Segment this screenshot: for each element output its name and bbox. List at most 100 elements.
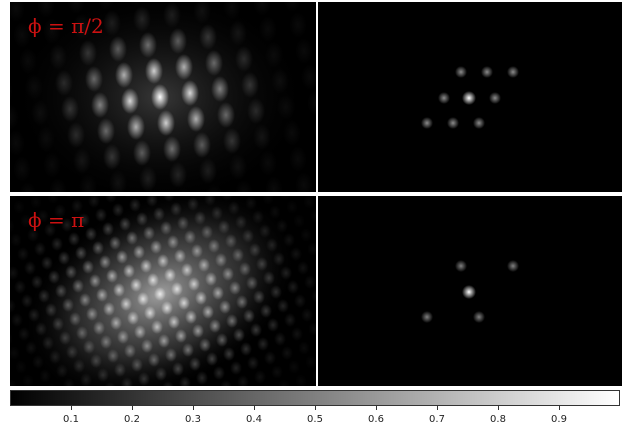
fringe-spot — [300, 228, 312, 242]
fringe-spot — [51, 237, 63, 251]
fringe-spot — [37, 126, 55, 152]
fringe-spot — [49, 350, 61, 364]
colorbar-tick — [437, 406, 438, 410]
fringe-spot — [259, 16, 277, 42]
colorbar-tick-label: 0.1 — [63, 414, 79, 425]
fringe-spot — [205, 50, 223, 76]
diffraction-spot — [489, 92, 501, 104]
fringe-spot — [103, 302, 115, 316]
fringe-spot — [182, 196, 190, 197]
fringe-spot — [113, 283, 125, 297]
colorbar-tick — [254, 406, 255, 410]
diffraction-spot — [438, 92, 450, 104]
fringe-spot — [274, 332, 286, 346]
fringe-spot — [85, 227, 97, 241]
fringe-spot — [73, 148, 91, 174]
fringe-spot — [10, 379, 17, 386]
fringe-spot — [158, 334, 170, 348]
colorbar-tick-label: 0.4 — [246, 414, 262, 425]
fringe-spot — [283, 120, 301, 146]
fringe-spot — [14, 280, 26, 294]
fringe-spot — [182, 343, 194, 357]
fringe-spot — [241, 72, 259, 98]
fringe-spot — [164, 268, 176, 282]
fringe-spot — [38, 289, 50, 303]
fringe-spot — [21, 294, 33, 308]
fringe-spot — [209, 319, 221, 333]
fringe-spot — [256, 257, 268, 271]
fringe-spot — [193, 132, 211, 158]
fringe-spot — [71, 199, 83, 213]
fringe-spot — [265, 42, 283, 68]
fringe-spot — [177, 188, 191, 192]
fringe-spot — [286, 200, 298, 214]
fringe-spot — [254, 370, 266, 384]
fringe-spot — [127, 311, 139, 325]
fringe-spot — [35, 322, 47, 336]
fringe-spot — [67, 2, 85, 14]
fringe-spot — [237, 375, 249, 386]
fringe-spot — [165, 348, 177, 362]
fringe-spot — [229, 20, 247, 46]
fringe-spot — [236, 295, 248, 309]
fringe-spot — [140, 259, 152, 273]
fringe-spot — [222, 267, 234, 281]
fringe-spot — [280, 266, 292, 280]
fringe-spot — [315, 336, 316, 350]
fringe-spot — [102, 222, 114, 236]
fringe-spot — [267, 318, 279, 332]
colorbar-tick-label: 0.5 — [307, 414, 323, 425]
fringe-spot — [11, 313, 23, 327]
fringe-spot — [192, 324, 204, 338]
fringe-spot — [271, 68, 289, 94]
fringe-spot — [121, 377, 133, 386]
fringe-spot — [127, 114, 145, 140]
fringe-spot — [206, 352, 218, 366]
fringe-spot — [37, 209, 49, 223]
fringe-spot — [187, 106, 205, 132]
fringe-spot — [229, 154, 247, 180]
fringe-spot — [34, 242, 46, 256]
fringe-spot — [208, 239, 220, 253]
fringe-spot — [10, 332, 13, 346]
fringe-spot — [148, 353, 160, 367]
colorbar-tick — [376, 406, 377, 410]
fringe-spot — [270, 285, 282, 299]
fringe-spot — [133, 245, 145, 259]
fringe-spot — [18, 327, 30, 341]
fringe-spot — [288, 360, 300, 374]
fringe-spot — [246, 276, 258, 290]
fringe-spot — [151, 84, 169, 110]
fringe-spot — [253, 124, 271, 150]
fringe-spot — [218, 220, 230, 234]
fringe-spot — [13, 22, 31, 48]
fringe-spot — [314, 256, 316, 270]
fringe-spot — [230, 361, 242, 375]
fringe-spot — [97, 118, 115, 144]
fringe-spot — [235, 46, 253, 72]
fringe-spot — [133, 6, 151, 32]
fringe-spot — [123, 264, 135, 278]
fringe-spot — [63, 378, 75, 386]
fringe-spot — [10, 299, 16, 313]
fringe-spot — [55, 284, 67, 298]
fringe-spot — [167, 235, 179, 249]
fringe-spot — [85, 66, 103, 92]
fringe-spot — [273, 252, 285, 266]
fringe-spot — [151, 320, 163, 334]
spots-image-bottom-right — [421, 260, 519, 323]
pattern-image-top-left — [10, 2, 316, 192]
fringe-spot — [124, 344, 136, 358]
fringe-spot — [137, 292, 149, 306]
fringe-spot — [226, 314, 238, 328]
fringe-spot — [175, 329, 187, 343]
fringe-spot — [187, 197, 199, 211]
fringe-spot — [225, 234, 237, 248]
phi-label-bottom: ϕ = π — [28, 208, 85, 232]
fringe-spot — [116, 250, 128, 264]
fringe-spot — [307, 90, 316, 116]
fringe-spot — [146, 196, 158, 207]
fringe-spot — [45, 303, 57, 317]
fringe-spot — [139, 32, 157, 58]
fringe-spot — [163, 136, 181, 162]
